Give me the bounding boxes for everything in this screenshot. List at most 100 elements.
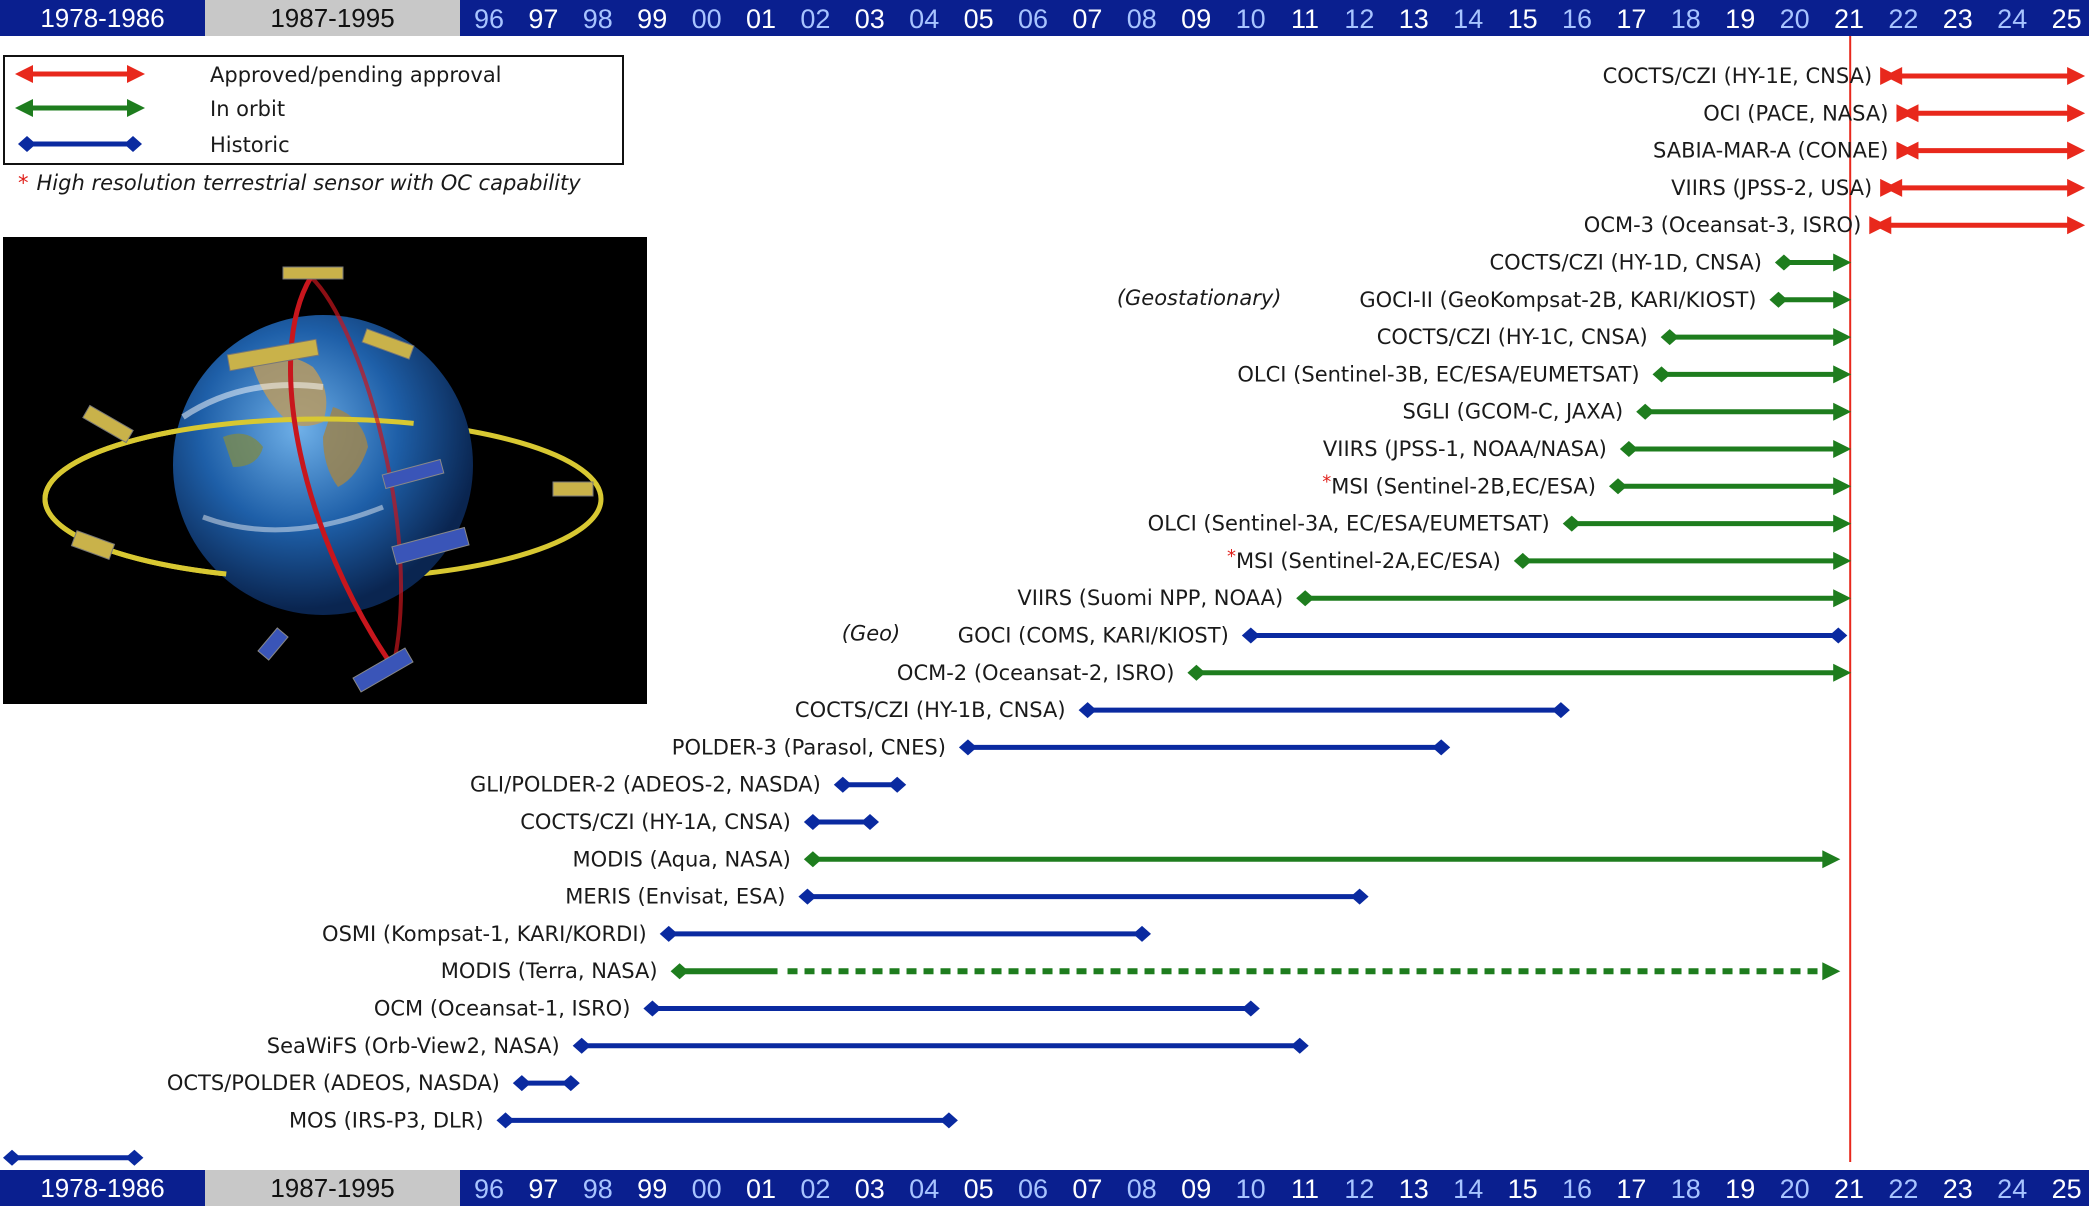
footnote-text: High resolution terrestrial sensor with … bbox=[36, 171, 581, 195]
top-segment-1: 1987-1995 bbox=[270, 3, 394, 33]
bottom-year-tick-96: 96 bbox=[474, 1174, 504, 1204]
mission-end-arrow bbox=[1833, 290, 1852, 309]
mission-label: OCM (Oceansat-1, ISRO) bbox=[374, 997, 631, 1021]
mission-row: SeaWiFS (Orb-View2, NASA) bbox=[267, 1034, 1309, 1058]
bottom-year-tick-13: 13 bbox=[1399, 1174, 1429, 1204]
bottom-year-tick-07: 07 bbox=[1072, 1174, 1102, 1204]
mission-label: COCTS/CZI (HY-1D, CNSA) bbox=[1489, 251, 1761, 275]
top-year-tick-02: 02 bbox=[800, 4, 830, 34]
top-year-tick-04: 04 bbox=[909, 4, 939, 34]
mission-row: OCI (PACE, NASA) bbox=[1703, 101, 2086, 125]
legend-arrow-end bbox=[127, 99, 145, 117]
bottom-year-tick-25: 25 bbox=[2052, 1174, 2082, 1204]
mission-row: MODIS (Terra, NASA) bbox=[441, 959, 1841, 983]
mission-start-marker bbox=[803, 851, 822, 868]
mission-start-marker bbox=[1769, 291, 1788, 308]
mission-label: *MSI (Sentinel-2B,EC/ESA) bbox=[1322, 471, 1596, 498]
mission-orbit-note: (Geo) bbox=[842, 622, 900, 646]
mission-start-arrowhead bbox=[1900, 141, 1919, 160]
bottom-year-tick-23: 23 bbox=[1943, 1174, 1973, 1204]
mission-row: GLI/POLDER-2 (ADEOS-2, NASDA) bbox=[470, 773, 907, 797]
mission-label: VIIRS (Suomi NPP, NOAA) bbox=[1017, 586, 1283, 610]
mission-end-arrow bbox=[1833, 253, 1852, 272]
top-year-tick-18: 18 bbox=[1671, 4, 1701, 34]
mission-label: MODIS (Terra, NASA) bbox=[441, 959, 658, 983]
mission-end-arrow bbox=[1833, 365, 1852, 384]
top-year-tick-13: 13 bbox=[1399, 4, 1429, 34]
mission-row: OCM-3 (Oceansat-3, ISRO) bbox=[1584, 213, 2086, 237]
mission-end-marker bbox=[939, 1112, 958, 1129]
bottom-year-tick-18: 18 bbox=[1671, 1174, 1701, 1204]
mission-row: COCTS/CZI (HY-1E, CNSA) bbox=[1603, 64, 2086, 88]
mission-row: OCTS/POLDER (ADEOS, NASDA) bbox=[167, 1071, 580, 1095]
top-year-tick-25: 25 bbox=[2052, 4, 2082, 34]
bottom-year-tick-15: 15 bbox=[1508, 1174, 1538, 1204]
mission-start-marker bbox=[1609, 478, 1627, 495]
mission-end-arrow bbox=[1833, 402, 1852, 421]
mission-end-arrow bbox=[1833, 663, 1852, 682]
mission-end-marker bbox=[1241, 1000, 1260, 1017]
mission-end-marker bbox=[1290, 1037, 1309, 1054]
top-year-tick-01: 01 bbox=[746, 4, 776, 34]
top-year-tick-03: 03 bbox=[855, 4, 885, 34]
mission-start-marker bbox=[1078, 702, 1097, 719]
mission-start-marker bbox=[659, 925, 678, 942]
bottom-segment-1: 1987-1995 bbox=[270, 1173, 394, 1203]
bottom-year-tick-24: 24 bbox=[1997, 1174, 2027, 1204]
top-year-tick-21: 21 bbox=[1834, 4, 1864, 34]
top-year-tick-99: 99 bbox=[637, 4, 667, 34]
mission-row: GOCI-II (GeoKompsat-2B, KARI/KIOST) (Geos… bbox=[1117, 286, 1852, 312]
mission-row: GOCI (COMS, KARI/KIOST) (Geo) bbox=[842, 622, 1848, 648]
mission-end-arrow bbox=[2067, 216, 2086, 235]
mission-row: VIIRS (JPSS-1, NOAA/NASA) bbox=[1323, 437, 1852, 461]
mission-start-marker bbox=[798, 888, 817, 905]
mission-label: OCI (PACE, NASA) bbox=[1703, 101, 1888, 125]
top-year-tick-14: 14 bbox=[1453, 4, 1483, 34]
top-year-tick-12: 12 bbox=[1344, 4, 1374, 34]
mission-label: OCTS/POLDER (ADEOS, NASDA) bbox=[167, 1071, 500, 1095]
mission-label: MERIS (Envisat, ESA) bbox=[565, 885, 785, 909]
mission-row: *MSI (Sentinel-2B,EC/ESA) bbox=[1322, 471, 1852, 498]
bottom-year-tick-04: 04 bbox=[909, 1174, 939, 1204]
mission-label: OSMI (Kompsat-1, KARI/KORDI) bbox=[322, 922, 647, 946]
earth-with-satellites-illustration bbox=[3, 237, 647, 704]
mission-row: VIIRS (Suomi NPP, NOAA) bbox=[1017, 586, 1852, 610]
mission-label: MODIS (Aqua, NASA) bbox=[572, 847, 790, 871]
mission-start-marker bbox=[1652, 366, 1671, 383]
bottom-year-tick-20: 20 bbox=[1780, 1174, 1810, 1204]
mission-row: CZCS (Nimbus-7, NASA) bbox=[3, 1149, 144, 1166]
top-year-tick-05: 05 bbox=[964, 4, 994, 34]
top-year-tick-06: 06 bbox=[1018, 4, 1048, 34]
mission-start-marker bbox=[803, 814, 822, 830]
legend: Approved/pending approval In orbit Histo… bbox=[3, 55, 624, 165]
mission-start-marker bbox=[572, 1037, 591, 1054]
mission-label: COCTS/CZI (HY-1C, CNSA) bbox=[1377, 325, 1648, 349]
mission-start-arrowhead bbox=[1884, 178, 1903, 197]
legend-swatch-approved bbox=[15, 65, 145, 83]
top-year-tick-19: 19 bbox=[1725, 4, 1755, 34]
mission-end-marker bbox=[861, 814, 879, 830]
mission-row: OLCI (Sentinel-3B, EC/ESA/EUMETSAT) bbox=[1237, 362, 1852, 386]
bottom-year-tick-02: 02 bbox=[800, 1174, 830, 1204]
footnote-star: * bbox=[18, 171, 29, 195]
mission-row: MODIS (Aqua, NASA) bbox=[572, 847, 1841, 871]
mission-row: OCM-2 (Oceansat-2, ISRO) bbox=[897, 661, 1852, 685]
mission-label: COCTS/CZI (HY-1E, CNSA) bbox=[1603, 64, 1873, 88]
mission-end-arrow bbox=[1833, 589, 1852, 608]
mission-end-marker bbox=[561, 1075, 580, 1092]
legend-label-historic: Historic bbox=[210, 133, 290, 157]
mission-start-arrowhead bbox=[1873, 216, 1892, 235]
top-year-tick-20: 20 bbox=[1780, 4, 1810, 34]
top-year-tick-16: 16 bbox=[1562, 4, 1592, 34]
bottom-segment-0: 1978-1986 bbox=[40, 1173, 164, 1203]
top-year-tick-10: 10 bbox=[1236, 4, 1266, 34]
legend-swatch-in_orbit bbox=[15, 99, 145, 117]
bottom-year-tick-12: 12 bbox=[1344, 1174, 1374, 1204]
mission-row: OLCI (Sentinel-3A, EC/ESA/EUMETSAT) bbox=[1148, 512, 1852, 536]
bottom-timeline-band: 1978-1986 1987-1995 96 97 98 99 00 01 02 03 04 05 06… bbox=[0, 1170, 2089, 1206]
mission-start-marker bbox=[1187, 664, 1206, 681]
mission-end-arrow bbox=[1833, 477, 1852, 496]
mission-label: MOS (IRS-P3, DLR) bbox=[289, 1108, 484, 1132]
mission-label: GOCI (COMS, KARI/KIOST) bbox=[958, 624, 1229, 648]
